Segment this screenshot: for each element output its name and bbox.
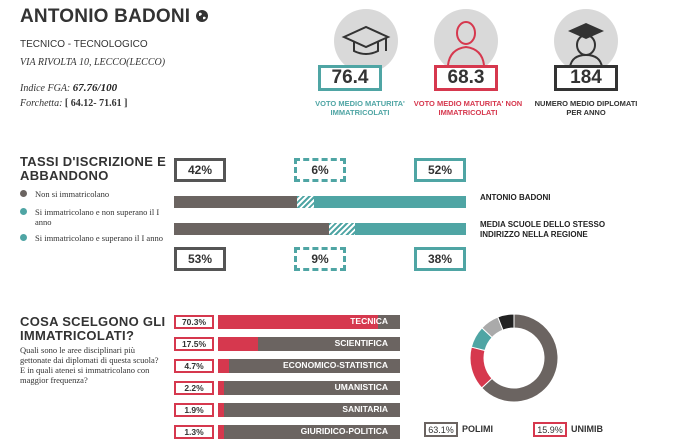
category-bar: UMANISTICA (218, 381, 400, 395)
legend-item: Si immatricolano e superano il I anno (20, 233, 165, 243)
bar-segment (174, 196, 297, 208)
universities-donut-chart (469, 313, 559, 403)
fga-index: Indice FGA: 67.76/100 (20, 82, 117, 94)
question-2: E in quali atenei si immatricolano con m… (20, 365, 150, 385)
category-label: SANITARIA (342, 404, 388, 414)
school-address: VIA RIVOLTA 10, LECCO(LECCO) (20, 57, 166, 68)
tassi-title: TASSI D'ISCRIZIONE E ABBANDONO (20, 154, 167, 183)
pct-box: 9% (294, 247, 346, 271)
graduation-cap-icon (334, 9, 398, 73)
question-1: Quali sono le aree disciplinari più gett… (20, 345, 159, 365)
category-bar: ECONOMICO-STATISTICA (218, 359, 400, 373)
category-row: 70.3% TECNICA (174, 314, 400, 330)
stat-value: 68.3 (434, 65, 498, 91)
tassi-legend: Non si immatricolano Si immatricolano e … (20, 189, 165, 243)
bar-segment (314, 196, 466, 208)
pct-box: 38% (414, 247, 466, 271)
legend-item: Si immatricolano e non superano il I ann… (20, 207, 165, 227)
bar-segment (355, 223, 466, 235)
school-name: ANTONIO BADONI (20, 6, 191, 27)
category-fill (218, 425, 224, 439)
pct-box: 53% (174, 247, 226, 271)
category-label: ECONOMICO-STATISTICA (283, 360, 388, 370)
category-pct: 4.7% (174, 359, 214, 373)
category-row: 17.5% SCIENTIFICA (174, 336, 400, 352)
donut-slice-unimib (469, 346, 493, 389)
school-bar (174, 196, 466, 208)
category-pct: 1.3% (174, 425, 214, 439)
stat-value: 76.4 (318, 65, 382, 91)
uni-label: UNIMIB (571, 424, 603, 434)
category-label: TECNICA (350, 316, 388, 326)
legend-label: Si immatricolano e superano il I anno (35, 233, 163, 243)
category-bar: SANITARIA (218, 403, 400, 417)
region-bar-label: MEDIA SCUOLE DELLO STESSO INDIRIZZO NELL… (480, 220, 606, 239)
forchetta: Forchetta: [ 64.12- 71.61 ] (20, 98, 127, 109)
category-bar: GIURIDICO-POLITICA (218, 425, 400, 439)
scelte-title: COSA SCELGONO GLI IMMATRICOLATI? (20, 314, 166, 343)
bar-segment (174, 223, 329, 235)
graduate-icon (554, 9, 618, 73)
donut-slice-other-3 (497, 313, 515, 331)
legend-label: Non si immatricolano (35, 189, 110, 199)
stat-label: VOTO MEDIO MATURITA' IMMATRICOLATI (315, 99, 405, 117)
category-label: GIURIDICO-POLITICA (300, 426, 388, 436)
legend-label: Si immatricolano e non superano il I ann… (35, 207, 160, 227)
category-row: 1.3% GIURIDICO-POLITICA (174, 424, 400, 440)
bar-segment (328, 223, 356, 235)
category-pct: 2.2% (174, 381, 214, 395)
category-bar: SCIENTIFICA (218, 337, 400, 351)
legend-item: Non si immatricolano (20, 189, 165, 199)
region-bar (174, 223, 466, 235)
uni-label: POLIMI (462, 424, 493, 434)
legend-dot (20, 208, 27, 215)
forchetta-label: Forchetta: (20, 98, 63, 109)
category-label: SCIENTIFICA (334, 338, 388, 348)
category-fill (218, 403, 224, 417)
category-pct: 17.5% (174, 337, 214, 351)
school-bar-label: ANTONIO BADONI (480, 193, 551, 202)
fga-value: 67.76/100 (72, 82, 118, 94)
category-fill (218, 359, 229, 373)
fga-label: Indice FGA: (20, 83, 71, 94)
globe-icon[interactable] (195, 9, 209, 23)
category-pct: 1.9% (174, 403, 214, 417)
category-row: 1.9% SANITARIA (174, 402, 400, 418)
stat-label: VOTO MEDIO MATURITA' NON IMMATRICOLATI (413, 99, 523, 117)
category-fill (218, 337, 258, 351)
category-row: 4.7% ECONOMICO-STATISTICA (174, 358, 400, 374)
uni-pct: 63.1% (424, 422, 458, 437)
pct-box: 52% (414, 158, 466, 182)
category-fill (218, 381, 224, 395)
stat-value: 184 (554, 65, 618, 91)
scelte-question: Quali sono le aree disciplinari più gett… (20, 345, 160, 385)
category-row: 2.2% UMANISTICA (174, 380, 400, 396)
school-type: TECNICO - TECNOLOGICO (20, 39, 148, 50)
category-fill (218, 315, 378, 329)
bar-segment (296, 196, 315, 208)
person-icon (434, 9, 498, 73)
donut-slice-polimi (481, 313, 559, 403)
category-pct: 70.3% (174, 315, 214, 329)
categories-list: 70.3% TECNICA 17.5% SCIENTIFICA 4.7% ECO… (174, 314, 400, 440)
uni-pct: 15.9% (533, 422, 567, 437)
legend-dot (20, 190, 27, 197)
stat-label: NUMERO MEDIO DIPLOMATI PER ANNO (534, 99, 638, 117)
category-label: UMANISTICA (334, 382, 388, 392)
forchetta-value: [ 64.12- 71.61 ] (64, 98, 128, 109)
category-bar: TECNICA (218, 315, 400, 329)
pct-box: 6% (294, 158, 346, 182)
legend-dot (20, 234, 27, 241)
pct-box: 42% (174, 158, 226, 182)
